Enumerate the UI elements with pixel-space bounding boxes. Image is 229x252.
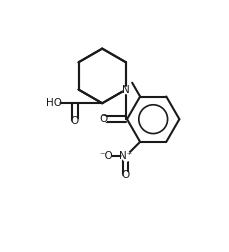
Text: ⁻O: ⁻O: [99, 151, 113, 161]
Text: HO: HO: [46, 98, 63, 108]
Text: O: O: [122, 170, 130, 179]
Text: O: O: [71, 116, 79, 127]
Text: N: N: [122, 85, 130, 94]
Text: O: O: [99, 114, 107, 124]
Text: N⁺: N⁺: [119, 151, 132, 161]
